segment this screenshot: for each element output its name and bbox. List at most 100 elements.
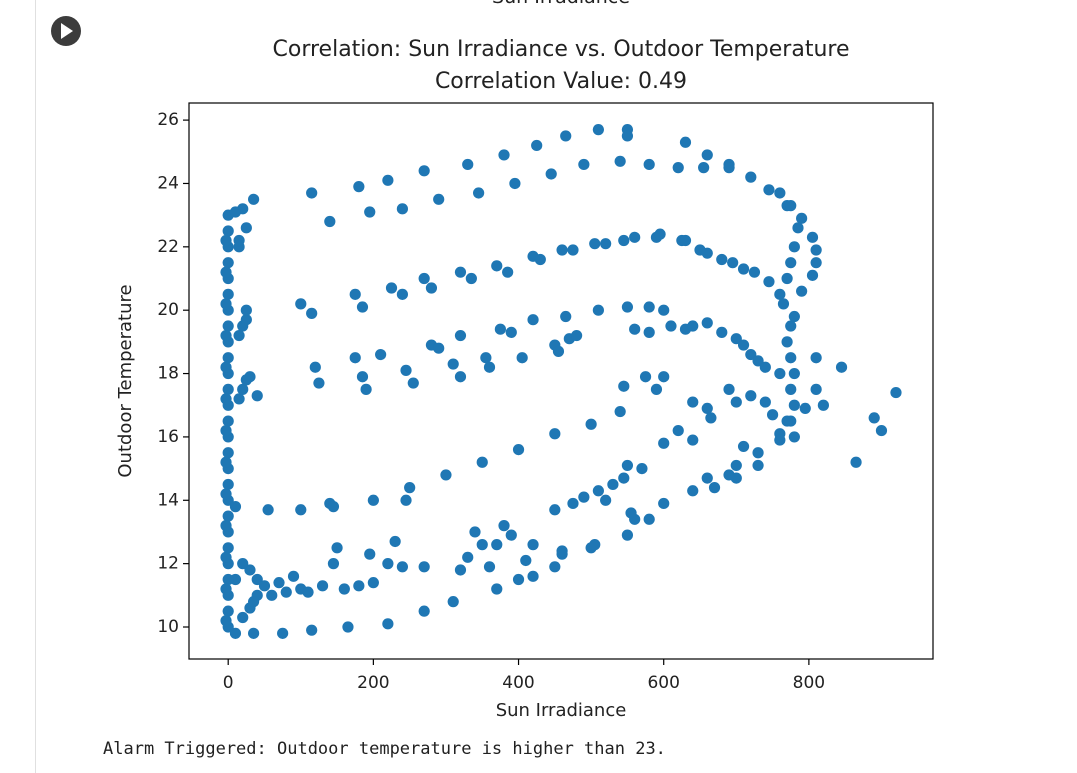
scatter-point [491, 583, 503, 595]
scatter-point [549, 428, 561, 440]
scatter-point [277, 627, 289, 639]
scatter-point [382, 174, 394, 186]
scatter-point [578, 158, 590, 171]
scatter-point [792, 222, 804, 234]
scatter-point [556, 244, 568, 256]
scatter-point [665, 320, 677, 332]
scatter-point [748, 266, 761, 278]
scatter-point [233, 329, 245, 342]
scatter-point [220, 361, 232, 373]
scatter-point [509, 177, 521, 190]
scatter-point [763, 184, 775, 196]
scatter-point [629, 323, 641, 335]
scatter-point [229, 501, 242, 513]
scatter-point [220, 488, 232, 500]
scatter-point [785, 383, 797, 395]
y-tick-label: 20 [157, 300, 179, 320]
scatter-point [324, 215, 336, 228]
cell-output: Alarm Triggered: Outdoor temperature is … [103, 739, 666, 759]
scatter-point [817, 399, 829, 411]
scatter-point [331, 542, 343, 554]
scatter-point [850, 456, 862, 468]
run-button-icon[interactable] [61, 23, 73, 39]
scatter-point [600, 238, 612, 250]
y-tick-label: 12 [157, 554, 179, 574]
scatter-point [248, 596, 260, 608]
scatter-point [244, 371, 256, 383]
y-tick-label: 18 [157, 364, 179, 384]
x-tick-label: 400 [502, 673, 534, 693]
scatter-point [505, 529, 517, 541]
scatter-point [687, 396, 699, 408]
scatter-point [220, 393, 232, 405]
scatter-point [752, 459, 764, 472]
scatter-point [592, 124, 604, 136]
scatter-point [672, 424, 684, 437]
scatter-point [462, 551, 474, 563]
plot-frame [188, 102, 934, 660]
scatter-point [273, 577, 285, 589]
scatter-point [701, 247, 713, 259]
scatter-point [788, 367, 800, 380]
scatter-point [788, 399, 800, 411]
scatter-point [737, 339, 750, 351]
scatter-point [875, 424, 888, 437]
scatter-point [382, 618, 394, 630]
scatter-point [476, 456, 488, 468]
scatter-point [433, 193, 445, 205]
scatter-point [806, 269, 819, 281]
scatter-point [796, 212, 808, 224]
scatter-point [302, 586, 314, 598]
scatter-point [237, 611, 249, 624]
scatter-point [306, 307, 318, 319]
scatter-point [527, 570, 539, 582]
scatter-point [306, 624, 318, 636]
scatter-point [220, 583, 232, 595]
scatter-point [353, 181, 365, 193]
scatter-point [730, 333, 742, 345]
scatter-point [364, 206, 376, 218]
scatter-point [643, 513, 655, 525]
scatter-point [716, 326, 728, 338]
scatter-point [494, 323, 506, 335]
scatter-point [512, 443, 525, 456]
scatter-point [220, 424, 232, 437]
scatter-point [810, 244, 822, 256]
scatter-point [763, 276, 775, 288]
chart-title: Correlation: Sun Irradiance vs. Outdoor … [273, 37, 850, 62]
scatter-point [222, 352, 234, 364]
scatter-point [280, 586, 292, 598]
scatter-point [385, 282, 398, 294]
run-button[interactable] [51, 16, 81, 46]
scatter-point [222, 542, 234, 554]
scatter-point [556, 548, 568, 560]
scatter-point [810, 257, 822, 269]
scatter-point [360, 383, 372, 395]
x-tick-label: 200 [357, 673, 389, 693]
scatter-point [222, 605, 234, 617]
scatter-point [473, 187, 485, 199]
scatter-point [752, 447, 764, 459]
scatter-point [531, 139, 543, 152]
scatter-point [698, 162, 710, 174]
scatter-point [248, 627, 260, 639]
scatter-point [248, 193, 260, 205]
scatter-point [589, 238, 601, 250]
scatter-point [342, 621, 354, 633]
scatter-point [781, 272, 793, 285]
scatter-point [785, 200, 797, 212]
scatter-point [592, 485, 604, 497]
scatter-point [407, 377, 419, 389]
scatter-point [313, 377, 325, 389]
scatter-point [220, 266, 232, 278]
scatter-point [552, 345, 565, 357]
y-tick-label: 24 [157, 173, 179, 193]
scatter-point [465, 272, 477, 285]
scatter-point [404, 482, 416, 494]
scatter-point [679, 234, 692, 247]
scatter-point [220, 456, 232, 468]
scatter-point [752, 355, 764, 367]
scatter-point [418, 165, 430, 177]
